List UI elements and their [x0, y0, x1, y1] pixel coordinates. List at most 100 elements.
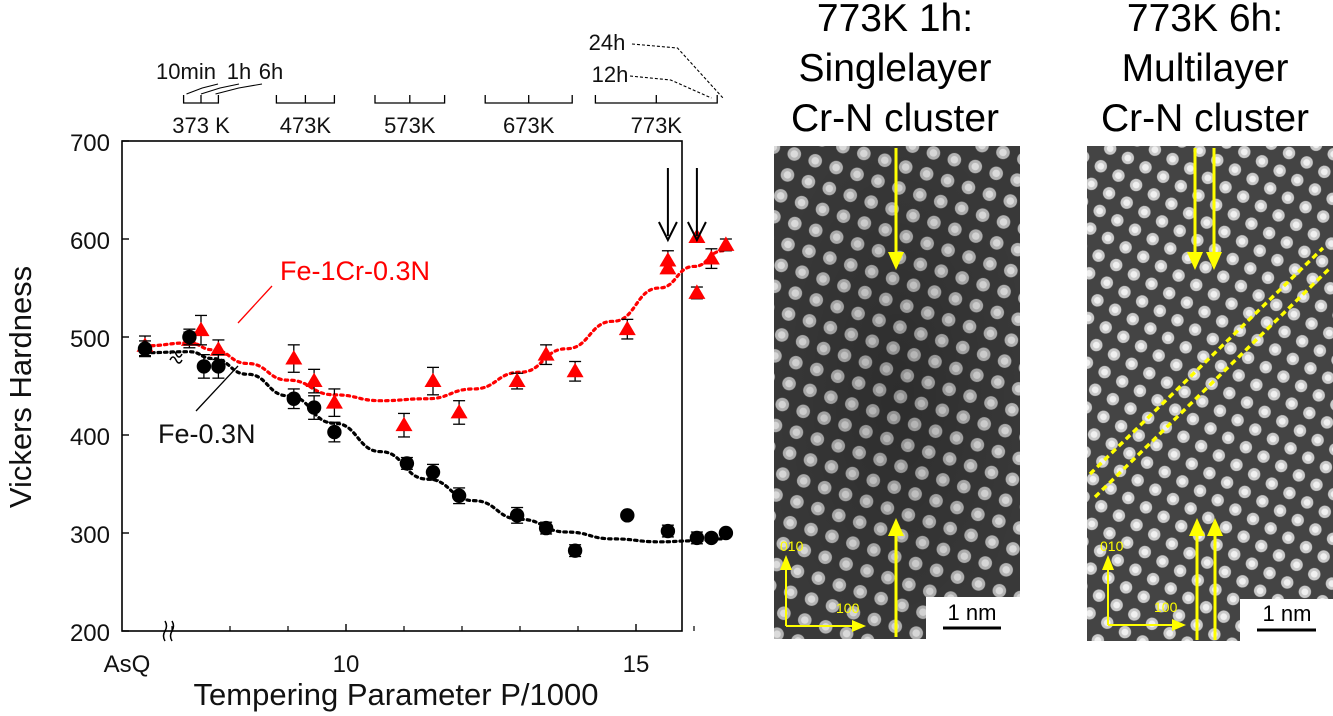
y-tick-label-300: 300 [70, 522, 110, 549]
time-label-1: 1h [227, 59, 251, 84]
temp-label-1: 473K [280, 113, 332, 138]
fen-label-leader [195, 365, 239, 412]
point-fe-1cr-0.3n-11 [537, 346, 555, 361]
y-tick-label-700: 700 [70, 130, 110, 157]
point-fe-1cr-0.3n-3 [209, 341, 227, 356]
panel2-arrowhead-top-1 [1187, 252, 1203, 270]
fecrn-label-leader [237, 285, 273, 324]
panel1-axis-up-head [780, 555, 792, 570]
peak-arrows [658, 168, 707, 243]
y-axis-ticks: 200 300 400 500 600 700 [70, 130, 129, 647]
temp-label-2: 573K [384, 113, 436, 138]
tem-panel-singlelayer: 773K 1h: Singlelayer Cr-N cluster 010 10… [774, 0, 1020, 639]
point-fe-1cr-0.3n-4 [285, 350, 303, 365]
time-label-2: 6h [259, 59, 283, 84]
panel2-arrowhead-top-2 [1206, 252, 1222, 270]
point-fe-1cr-0.3n-5 [305, 372, 323, 388]
point-fe-0.3n-11 [538, 520, 554, 536]
x-tick-label-15: 15 [623, 651, 650, 678]
point-fe-1cr-0.3n-18 [702, 250, 720, 265]
fit-curve-0 [143, 249, 725, 403]
panel1-axis-right-head [852, 620, 866, 632]
point-fe-1cr-0.3n-12 [566, 362, 584, 378]
point-fe-1cr-0.3n-17 [688, 284, 706, 299]
point-fe-0.3n-3 [211, 359, 226, 374]
panel2-axis-right-label: 100 [1154, 599, 1178, 615]
panel2-arrowhead-bottom-1 [1189, 518, 1205, 536]
fit-curves [143, 249, 725, 544]
time-leader-2 [215, 83, 263, 95]
point-fe-0.3n-5 [306, 400, 322, 415]
point-fe-0.3n-15 [689, 530, 705, 546]
time-label-3: 12h [592, 62, 629, 87]
panel2-layer-line-1 [1088, 246, 1325, 476]
point-fe-1cr-0.3n-7 [395, 416, 413, 432]
panel2-title-line3: Cr-N cluster [1101, 97, 1309, 140]
point-fe-0.3n-16 [704, 530, 719, 546]
peak-arrow-head-0 [658, 221, 678, 243]
series-label-fen: Fe-0.3N [158, 419, 256, 449]
time-leader-3 [629, 75, 712, 99]
point-fe-0.3n-6 [327, 424, 342, 440]
panel1-scalebar-label: 1 nm [948, 600, 997, 625]
data-series [136, 228, 735, 558]
point-fe-1cr-0.3n-14 [659, 252, 677, 267]
panel2-title-line1: 773K 6h: [1127, 0, 1283, 40]
panel1-scalebar-box [926, 597, 1020, 639]
panel2-micrograph [1087, 146, 1333, 641]
y-axis-title: Vickers Hardness [3, 266, 38, 508]
point-fe-0.3n-1 [182, 329, 197, 345]
time-leader-1 [200, 83, 240, 95]
y-tick-label-500: 500 [70, 326, 110, 353]
time-label-0: 10min [156, 59, 216, 84]
point-fe-1cr-0.3n-19 [717, 236, 735, 251]
panel2-axis-up-head [1102, 555, 1114, 570]
point-fe-0.3n-0 [137, 341, 153, 356]
series-label-fecrn: Fe-1Cr-0.3N [280, 256, 430, 286]
y-tick-label-200: 200 [70, 620, 110, 647]
temp-label-0: 373 K [172, 113, 230, 138]
temp-label-3: 673K [503, 113, 555, 138]
point-fe-1cr-0.3n-6 [325, 394, 343, 409]
time-leader-0 [186, 83, 219, 95]
point-fe-1cr-0.3n-9 [450, 403, 468, 419]
panel1-title-line1: 773K 1h: [817, 0, 973, 40]
point-fe-0.3n-13 [620, 508, 635, 523]
panel1-title-line3: Cr-N cluster [791, 97, 999, 140]
fit-curve-1 [143, 350, 725, 544]
axis-break [162, 350, 183, 642]
point-fe-1cr-0.3n-10 [508, 372, 526, 388]
temperature-brackets: 373 K 473K 573K 673K 773K [172, 95, 718, 138]
time-label-4: 24h [589, 30, 626, 55]
x-axis-title: Tempering Parameter P/1000 [194, 677, 599, 712]
panel2-title-line2: Multilayer [1122, 47, 1289, 90]
plot-frame [121, 140, 683, 632]
point-fe-1cr-0.3n-8 [424, 372, 442, 388]
point-fe-1cr-0.3n-2 [192, 321, 210, 337]
point-fe-0.3n-12 [567, 543, 583, 558]
x-tick-label-asq: AsQ [104, 651, 151, 678]
panel1-axis-right-label: 100 [836, 600, 860, 616]
panel2-scalebar-box [1240, 599, 1333, 641]
hardness-chart: 200 300 400 500 600 700 10 15 AsQ 373 K 473K 573K… [3, 30, 735, 712]
x-axis-ticks: 10 15 AsQ [104, 624, 695, 678]
tem-panel-multilayer: 773K 6h: Multilayer Cr-N cluster 010 100… [1087, 0, 1333, 641]
panel1-axis-up-label: 010 [780, 538, 804, 554]
point-fe-0.3n-7 [399, 456, 415, 471]
panel2-layer-line-2 [1093, 266, 1332, 499]
panel1-arrowhead-bottom [888, 518, 904, 536]
point-fe-0.3n-9 [451, 488, 467, 503]
point-fe-0.3n-14 [660, 523, 676, 539]
point-fe-1cr-0.3n-13 [618, 320, 636, 336]
point-fe-0.3n-8 [425, 465, 441, 480]
point-fe-0.3n-4 [286, 391, 301, 406]
x-tick-label-10: 10 [333, 651, 360, 678]
panel2-axis-right-head [1172, 619, 1186, 631]
panel2-arrowhead-bottom-2 [1207, 518, 1223, 536]
y-tick-label-400: 400 [70, 424, 110, 451]
y-tick-label-600: 600 [70, 228, 110, 255]
point-fe-1cr-0.3n-15 [659, 259, 677, 275]
panel2-axis-up-label: 010 [1100, 538, 1124, 554]
peak-arrow-head-1 [687, 221, 707, 243]
